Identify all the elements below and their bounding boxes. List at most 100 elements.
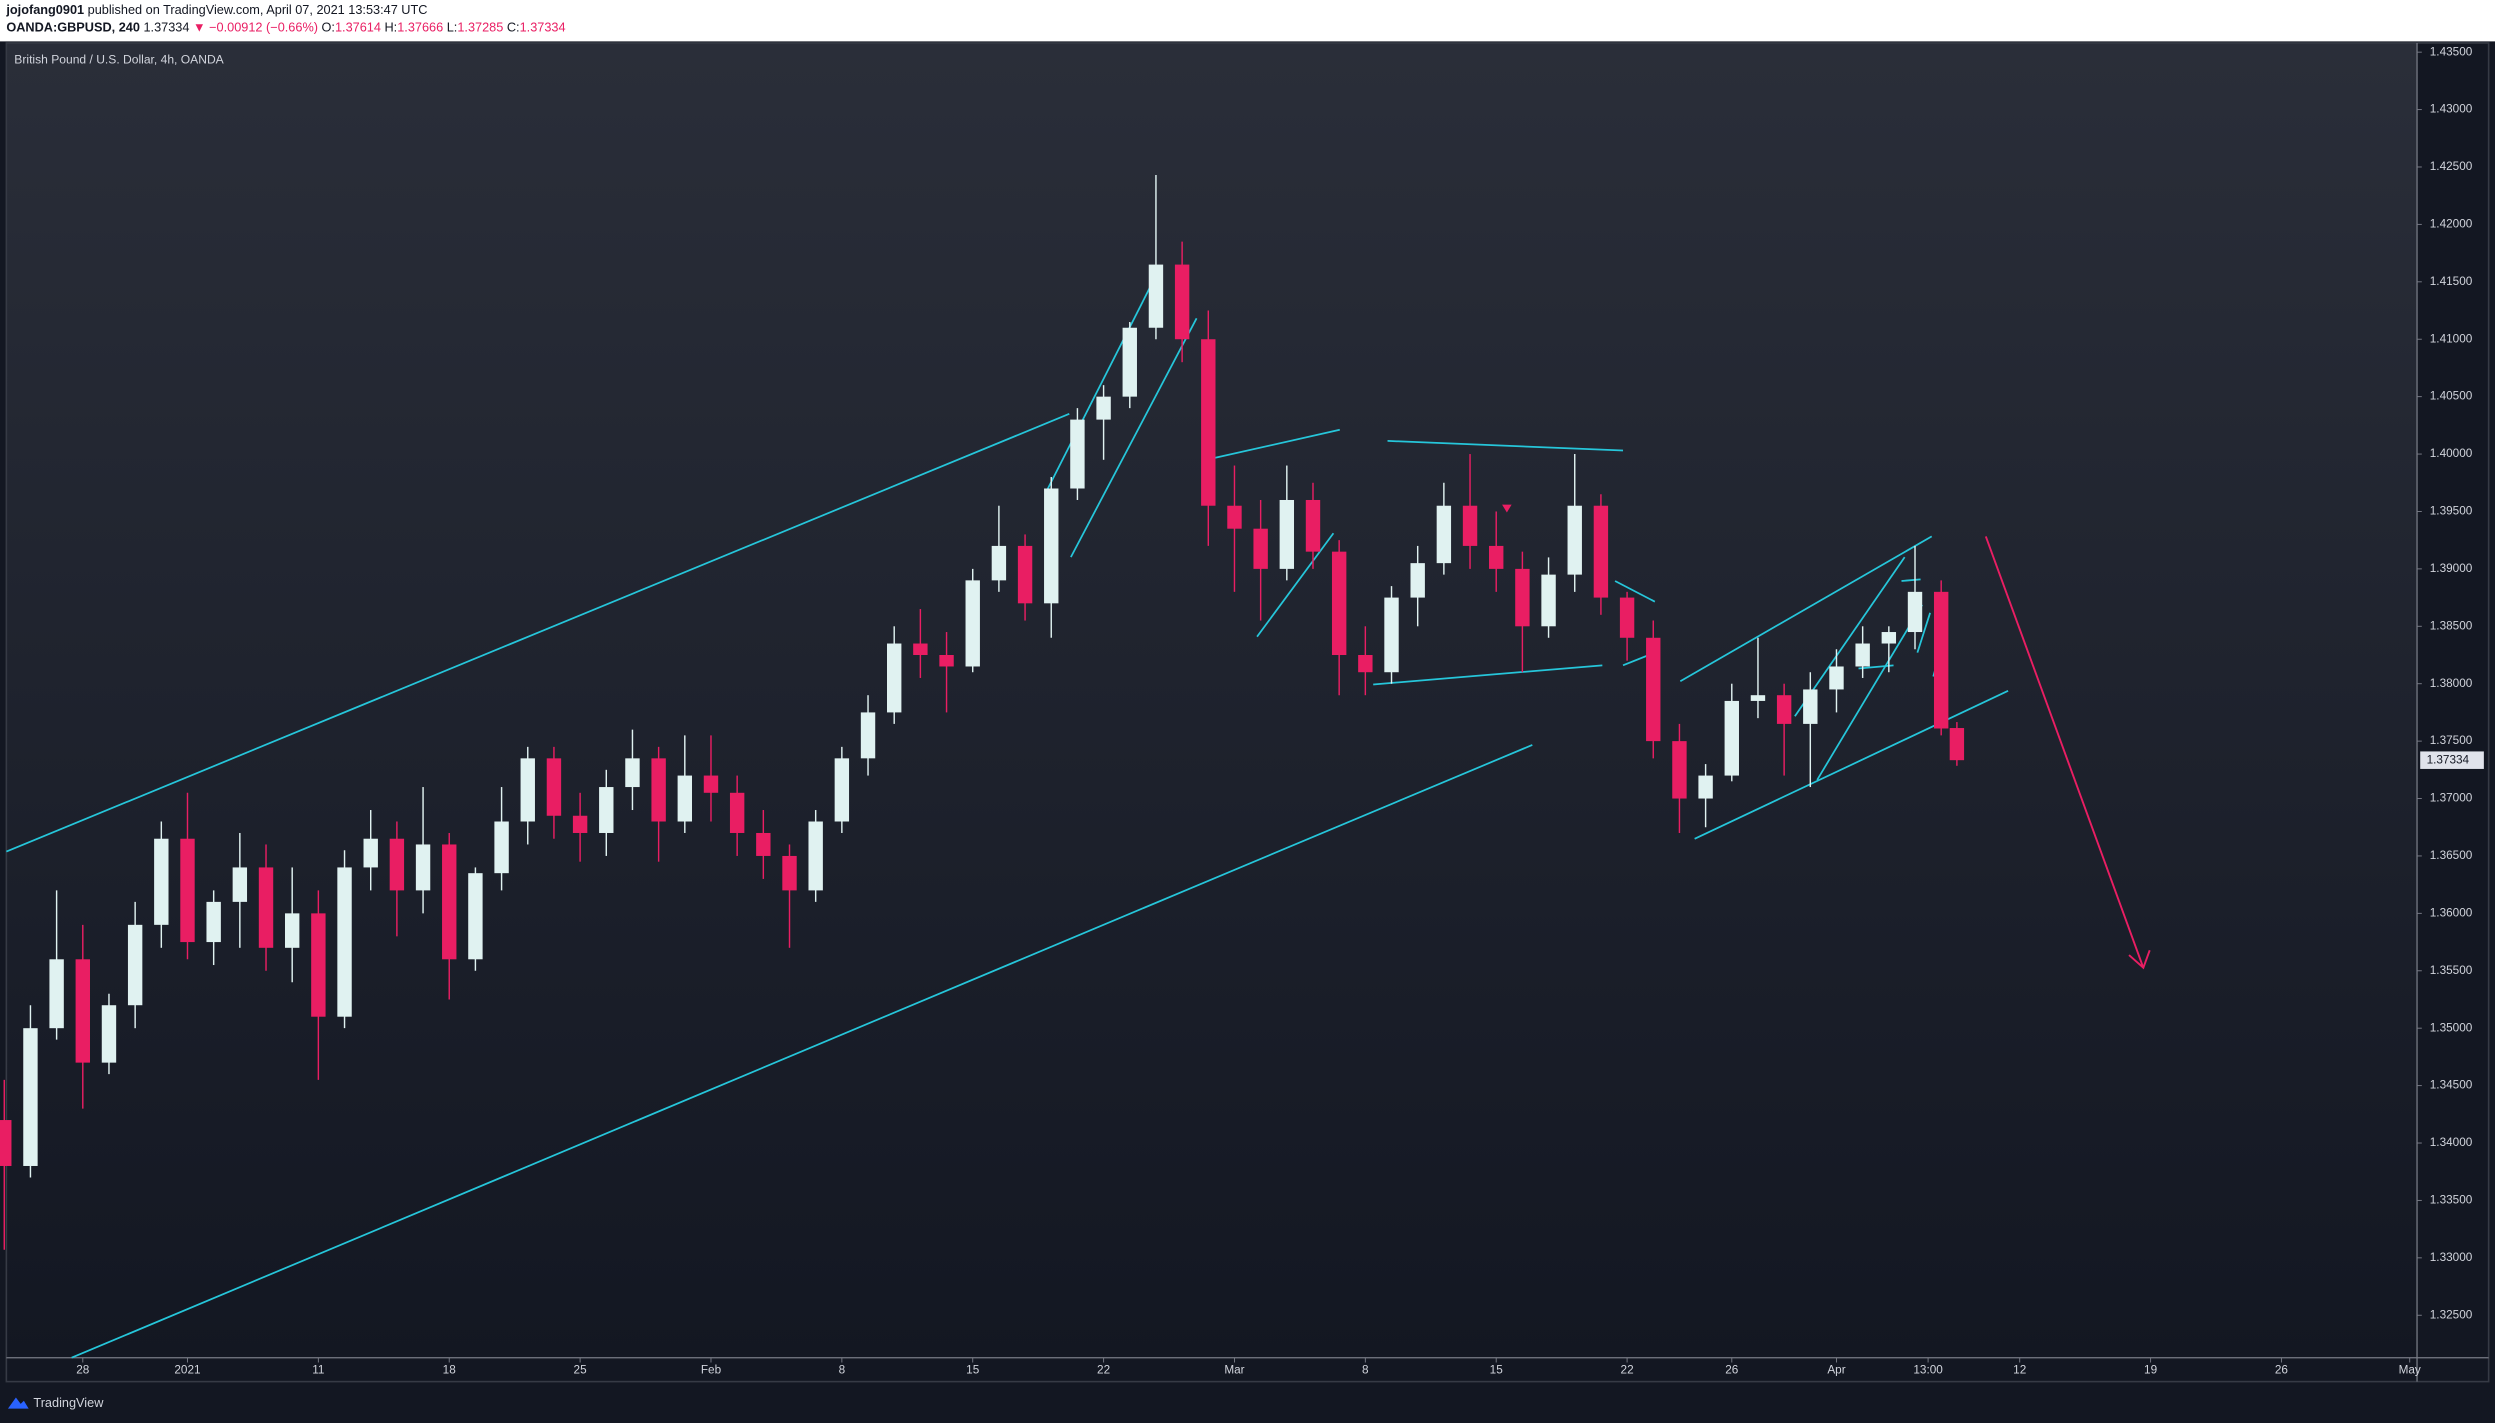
candle-body	[965, 580, 980, 667]
y-tick-label: 1.37500	[2430, 734, 2473, 747]
candle-body	[572, 815, 588, 833]
candle-body	[1201, 339, 1216, 506]
x-tick-label: 26	[1725, 1364, 1739, 1377]
frame	[5, 42, 2490, 1383]
candle-body	[834, 758, 850, 822]
h-value: 1.37666	[397, 20, 443, 35]
trendline	[1916, 612, 1931, 653]
change: ▼ −0.00912 (−0.66%)	[193, 20, 318, 35]
candle-body	[232, 867, 248, 902]
x-tick-label: 25	[574, 1364, 588, 1377]
y-tick-label: 1.42500	[2430, 160, 2473, 173]
y-tick-label: 1.41000	[2430, 332, 2473, 345]
o-value: 1.37614	[335, 20, 381, 35]
candle-body	[887, 643, 902, 713]
x-tick-label: May	[2399, 1364, 2421, 1377]
last-price: 1.37334	[143, 20, 189, 35]
author: jojofang0901	[5, 3, 84, 18]
y-tick-label: 1.43000	[2430, 103, 2473, 116]
candle-body	[1949, 728, 1965, 761]
brand: TradingView	[33, 1395, 104, 1410]
candle-body	[258, 867, 274, 948]
candle-body	[101, 1005, 117, 1063]
x-tick-label: Apr	[1827, 1364, 1845, 1377]
x-tick-label: 8	[839, 1364, 846, 1377]
y-tick-label: 1.33000	[2430, 1251, 2473, 1264]
candle-body	[1279, 499, 1295, 569]
y-tick-label: 1.36000	[2430, 906, 2473, 919]
candle-body	[1776, 695, 1792, 724]
candle-body	[1174, 264, 1190, 340]
candle-body	[311, 913, 326, 1017]
candle-body	[625, 758, 640, 788]
arrow-head	[2128, 949, 2151, 970]
candle-body	[1227, 505, 1242, 529]
trendline	[6, 413, 1070, 853]
candle-body	[75, 959, 90, 1063]
marker	[1502, 504, 1512, 513]
candle-body	[651, 758, 666, 822]
y-tick-label: 1.42000	[2430, 218, 2473, 231]
candle-body	[599, 787, 614, 833]
symbol: OANDA:GBPUSD, 240	[6, 20, 140, 35]
candle-body	[1829, 666, 1844, 690]
candle-body	[939, 655, 954, 667]
y-tick-label: 1.43500	[2430, 45, 2473, 58]
candle-body	[677, 775, 693, 822]
candles	[0, 175, 1965, 1250]
candle-body	[1907, 591, 1923, 633]
candle-body	[782, 855, 797, 891]
y-tick-label: 1.37000	[2430, 792, 2473, 805]
candle-body	[1070, 419, 1085, 489]
candle-body	[1331, 551, 1347, 656]
candle-body	[1017, 545, 1033, 604]
y-tick-label: 1.32500	[2430, 1308, 2473, 1321]
y-tick-label: 1.34000	[2430, 1136, 2473, 1149]
candle-body	[1724, 700, 1739, 776]
trendline	[1694, 690, 2009, 840]
l-label: L:	[447, 20, 458, 35]
y-tick-label: 1.41500	[2430, 275, 2473, 288]
brand-logo	[7, 1397, 29, 1409]
x-tick-label: 26	[2275, 1364, 2289, 1377]
trendline	[1614, 580, 1656, 603]
candle-body	[1253, 528, 1268, 569]
y-tick-label: 1.39500	[2430, 505, 2473, 518]
trendline	[1901, 578, 1921, 582]
candle-body	[1541, 574, 1556, 627]
x-tick-label: 19	[2144, 1364, 2157, 1377]
axes: 1.32500 1.33000 1.33500 1.34000 1.34500 1.350…	[76, 45, 2484, 1377]
y-tick-label: 1.39000	[2430, 562, 2473, 575]
candle-body	[1567, 505, 1582, 575]
c-value: 1.37334	[520, 20, 566, 35]
candle-body	[23, 1028, 38, 1166]
candle-body	[154, 838, 169, 925]
y-tick-label: 1.38000	[2430, 677, 2473, 690]
x-tick-label: 15	[1490, 1364, 1504, 1377]
candle-body	[860, 712, 876, 759]
candle-body	[703, 775, 719, 793]
y-tick-label: 1.33500	[2430, 1194, 2473, 1207]
candle-body	[1384, 597, 1399, 673]
candle-body	[49, 959, 64, 1029]
candle-body	[494, 821, 509, 874]
candle-body	[180, 838, 195, 943]
h-label: H:	[385, 20, 398, 35]
y-tick-label: 1.40500	[2430, 390, 2473, 403]
candle-body	[363, 838, 378, 868]
candle-body	[1515, 568, 1530, 627]
candle-body	[808, 821, 823, 891]
candle-body	[1305, 499, 1321, 552]
y-tick-label: 1.38500	[2430, 619, 2473, 632]
chart-title: British Pound / U.S. Dollar, 4h, OANDA	[14, 53, 224, 67]
candle-body	[1122, 327, 1137, 397]
trendline	[1256, 532, 1335, 638]
candle-body	[546, 758, 562, 816]
candle-body	[1933, 591, 1949, 729]
trendline	[1816, 604, 1923, 781]
price-label-box	[2420, 751, 2484, 769]
candle-body	[1410, 563, 1425, 598]
x-tick-label: 11	[312, 1364, 324, 1377]
candle-body	[337, 867, 352, 1017]
